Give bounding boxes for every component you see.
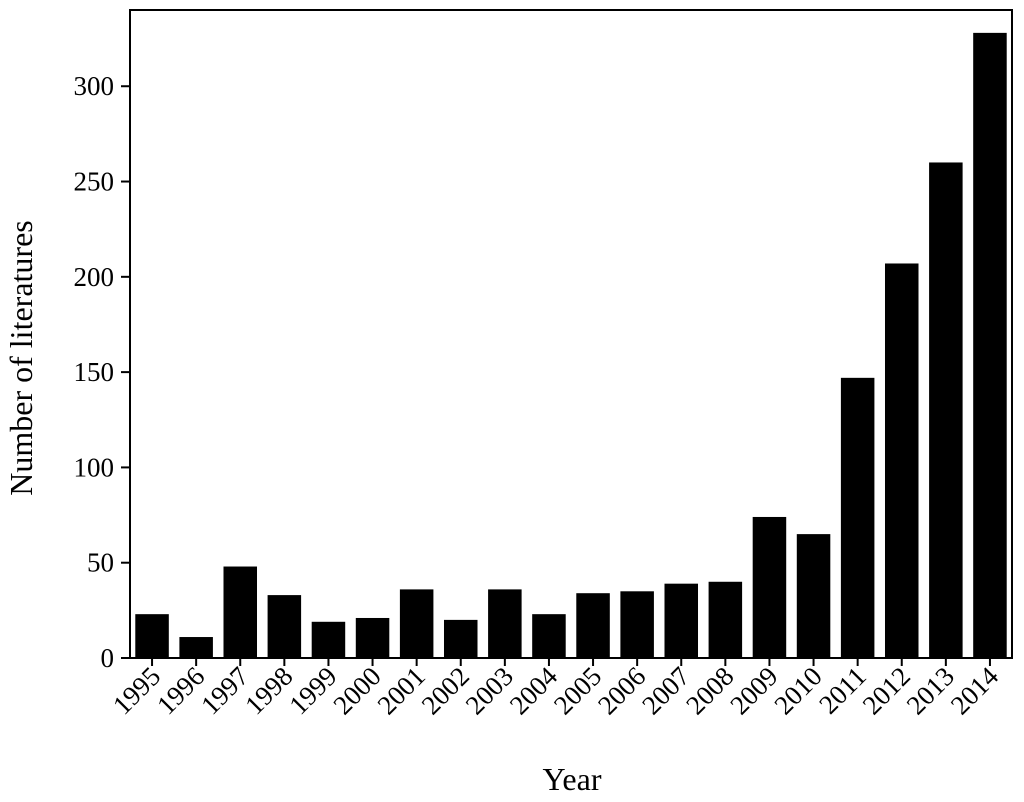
x-tick-label: 1997 — [195, 661, 254, 720]
bar — [752, 516, 787, 658]
bar — [929, 162, 963, 658]
bar — [796, 534, 831, 658]
x-tick-label: 2008 — [680, 661, 739, 720]
x-tick-label: 2005 — [548, 661, 607, 720]
y-tick-label: 200 — [74, 262, 115, 292]
x-tick-label: 1995 — [107, 661, 166, 720]
y-tick-label: 150 — [74, 357, 115, 387]
bar — [399, 589, 434, 658]
plot-frame — [129, 9, 1013, 659]
x-tick-label: 2014 — [945, 661, 1005, 721]
x-tick-label: 2007 — [636, 661, 695, 720]
bar — [620, 591, 654, 658]
bar — [973, 32, 1007, 658]
y-tick-label: 250 — [74, 167, 115, 197]
bar — [179, 637, 213, 658]
x-tick-label: 2003 — [460, 661, 519, 720]
x-axis-label: Year — [543, 761, 602, 797]
bar — [223, 566, 258, 658]
x-tick-label: 2011 — [813, 661, 872, 720]
y-tick-label: 50 — [87, 548, 114, 578]
x-tick-label: 2009 — [724, 661, 783, 720]
bar — [443, 619, 478, 658]
bar — [664, 583, 699, 658]
bar — [532, 614, 566, 658]
bar — [708, 581, 743, 658]
bar — [840, 377, 875, 658]
x-tick-label: 2002 — [416, 661, 475, 720]
x-tick-label: 2006 — [592, 661, 651, 720]
x-tick-label: 2000 — [327, 661, 386, 720]
bar — [884, 263, 919, 658]
y-tick-label: 0 — [101, 643, 115, 673]
bar — [311, 621, 346, 658]
bar — [135, 614, 169, 658]
x-tick-label: 1999 — [283, 661, 342, 720]
x-tick-label: 2010 — [768, 661, 827, 720]
y-tick-label: 100 — [74, 452, 115, 482]
bar — [488, 589, 522, 658]
x-tick-label: 2001 — [371, 661, 430, 720]
x-tick-label: 1996 — [151, 661, 210, 720]
bar — [576, 593, 610, 658]
y-tick-label: 300 — [74, 71, 115, 101]
bar — [267, 595, 302, 658]
x-tick-label: 2012 — [857, 661, 916, 720]
y-axis-label: Number of literatures — [3, 220, 39, 495]
x-tick-label: 2013 — [901, 661, 960, 720]
x-tick-label: 2004 — [504, 661, 564, 721]
x-tick-label: 1998 — [239, 661, 298, 720]
bar — [355, 617, 390, 658]
